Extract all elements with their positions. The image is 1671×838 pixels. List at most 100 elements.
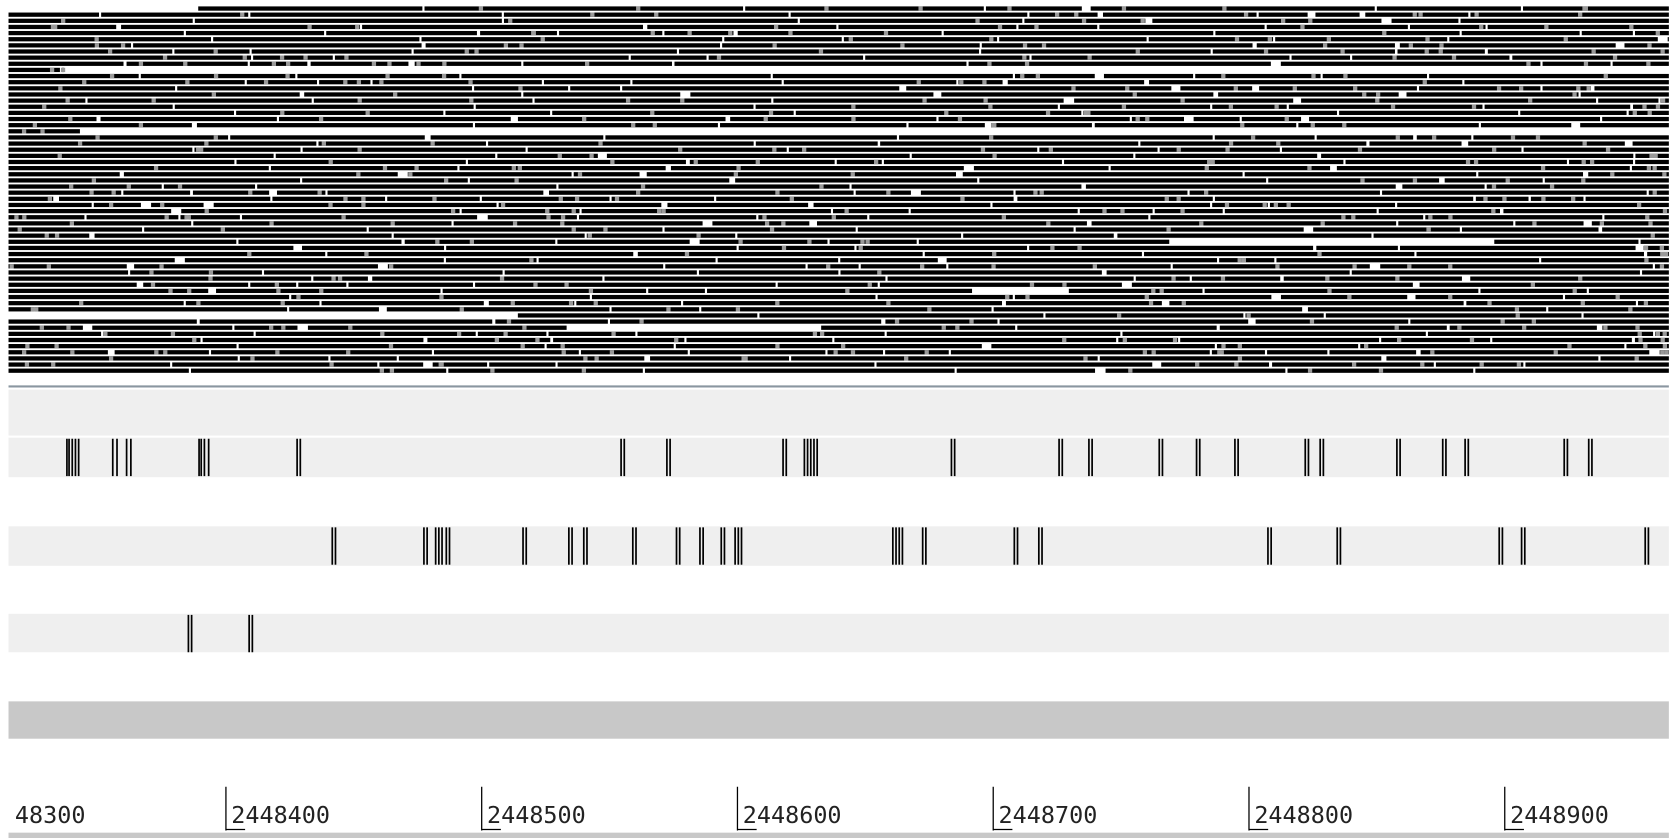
mismatch — [1382, 31, 1386, 35]
read — [701, 307, 991, 311]
read — [1111, 166, 1330, 170]
mismatch — [1662, 172, 1666, 176]
mismatch — [598, 141, 602, 145]
read — [735, 178, 977, 182]
mismatch — [1647, 166, 1651, 170]
feature-mark — [895, 527, 897, 564]
mismatch — [578, 172, 582, 176]
mismatch — [826, 264, 830, 268]
mismatch — [209, 270, 213, 274]
read — [1346, 160, 1567, 164]
mismatch — [1221, 276, 1225, 280]
read — [505, 270, 697, 274]
read — [1107, 270, 1350, 274]
read — [821, 326, 1015, 330]
mismatch — [569, 301, 573, 305]
mismatch — [859, 246, 863, 250]
read — [103, 332, 253, 336]
feature-mark — [1521, 527, 1523, 564]
read — [9, 215, 85, 219]
mismatch — [1251, 135, 1255, 139]
read — [756, 105, 1058, 109]
mismatch — [58, 86, 62, 90]
read — [1106, 369, 1286, 373]
read — [884, 160, 1062, 164]
mismatch — [1573, 289, 1577, 293]
feature-mark — [810, 439, 812, 476]
read — [1092, 221, 1397, 225]
read — [405, 240, 556, 244]
mismatch — [1567, 344, 1571, 348]
mismatch — [1643, 344, 1647, 348]
read — [195, 19, 502, 23]
mismatch — [1055, 13, 1059, 17]
mismatch — [1205, 166, 1209, 170]
read — [982, 43, 1253, 47]
feature-mark — [1304, 439, 1306, 476]
read — [9, 74, 139, 78]
read — [676, 344, 982, 348]
mismatch — [82, 80, 86, 84]
feature-mark — [1013, 527, 1015, 564]
mismatch — [341, 215, 345, 219]
mismatch — [1645, 215, 1649, 219]
mismatch — [31, 307, 35, 311]
read — [1613, 62, 1669, 66]
mismatch — [1531, 283, 1535, 287]
mismatch — [1592, 49, 1596, 53]
mismatch — [1308, 19, 1312, 23]
mismatch — [1584, 6, 1588, 10]
mismatch — [1541, 166, 1545, 170]
read — [720, 123, 906, 127]
mismatch — [1125, 86, 1129, 90]
read — [1316, 246, 1398, 250]
feature-mark — [902, 527, 904, 564]
read — [1194, 117, 1240, 121]
read — [1259, 86, 1417, 90]
mismatch — [108, 49, 112, 53]
mismatch — [1648, 221, 1652, 225]
mismatch — [1222, 6, 1226, 10]
read — [604, 276, 885, 280]
mismatch — [772, 148, 776, 152]
read — [645, 369, 955, 373]
page: 4830024484002448500244860024487002448800… — [0, 0, 1671, 838]
read — [912, 154, 1133, 158]
read — [1417, 252, 1644, 256]
mismatch — [154, 350, 158, 354]
mismatch — [212, 92, 216, 96]
read — [1282, 148, 1522, 152]
scrollbar — [9, 833, 1669, 838]
read — [722, 43, 980, 47]
mismatch — [275, 283, 279, 287]
feature-mark — [1323, 439, 1325, 476]
read — [1195, 74, 1320, 78]
mismatch — [1376, 92, 1380, 96]
read — [558, 362, 875, 366]
read — [193, 191, 269, 195]
read — [9, 86, 176, 90]
mismatch — [1235, 37, 1239, 41]
read — [431, 135, 604, 139]
mismatch — [631, 123, 635, 127]
feature-band — [9, 614, 1669, 652]
mismatch — [42, 105, 46, 109]
feature-mark — [1399, 439, 1401, 476]
read — [1635, 31, 1669, 35]
mismatch — [40, 129, 44, 133]
mismatch — [639, 319, 643, 323]
mismatch — [1660, 246, 1664, 250]
mismatch — [1638, 338, 1642, 342]
read — [1461, 19, 1669, 23]
read — [1169, 301, 1463, 305]
read — [544, 80, 630, 84]
mismatch — [1578, 13, 1582, 17]
mismatch — [22, 129, 26, 133]
mismatch — [1342, 123, 1346, 127]
mismatch — [95, 43, 99, 47]
mismatch — [92, 178, 96, 182]
read — [1029, 246, 1313, 250]
mismatch — [121, 43, 125, 47]
mismatch — [514, 178, 518, 182]
mismatch — [1474, 13, 1478, 17]
